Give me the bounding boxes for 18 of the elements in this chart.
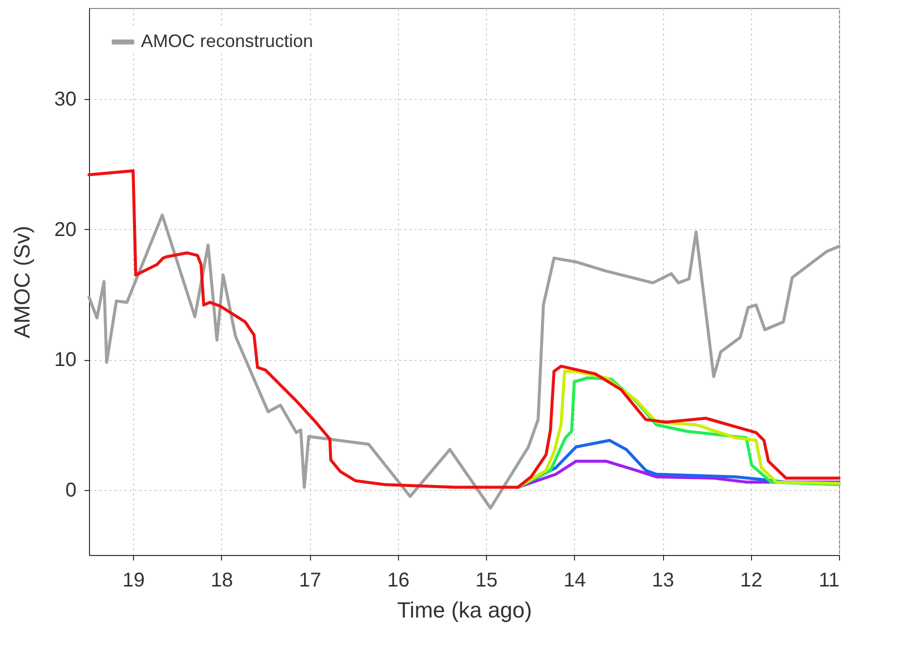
y-axis-title: AMOC (Sv) (9, 226, 34, 338)
x-tick-label: 19 (122, 570, 145, 592)
x-tick-label: 13 (652, 570, 674, 592)
x-tick-label: 14 (564, 570, 586, 592)
y-tick-label: 0 (65, 479, 76, 502)
y-tick-label: 30 (54, 88, 76, 111)
line-series (88, 214, 840, 510)
y-tick-label: 10 (54, 349, 76, 372)
x-tick-label: 17 (298, 570, 322, 592)
x-tick-label: 15 (475, 570, 498, 592)
x-axis-title: Time (ka ago) (397, 598, 532, 622)
line-series (88, 169, 840, 489)
x-tick-label: 18 (210, 570, 233, 592)
legend-label: AMOC reconstruction (141, 31, 314, 51)
x-tick-label: 16 (387, 570, 410, 592)
x-tick-label: 12 (740, 570, 762, 592)
x-tick-label: 11 (818, 570, 840, 592)
y-tick-label: 20 (54, 218, 76, 241)
